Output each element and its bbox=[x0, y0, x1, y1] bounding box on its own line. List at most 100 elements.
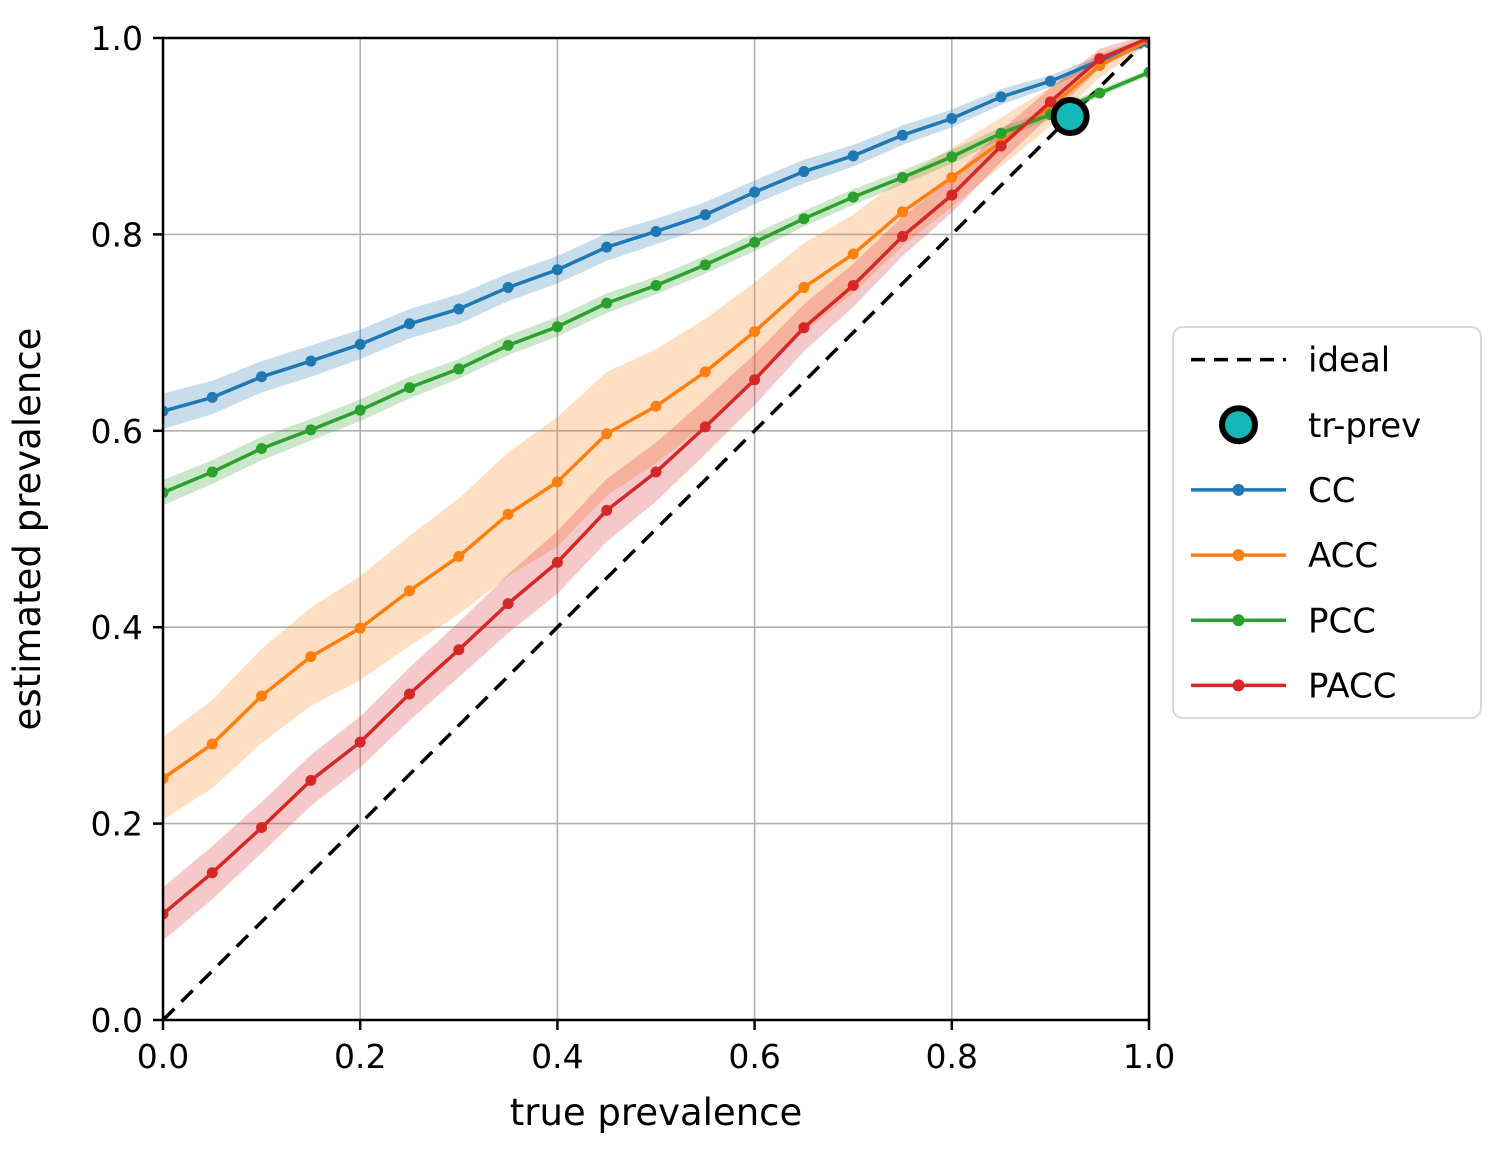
marker-acc bbox=[897, 206, 908, 218]
marker-pacc bbox=[1143, 38, 1149, 44]
marker-pacc bbox=[1044, 96, 1056, 108]
marker-acc bbox=[699, 366, 711, 378]
marker-pacc bbox=[163, 908, 169, 920]
marker-pcc bbox=[946, 151, 958, 163]
marker-pcc bbox=[163, 487, 169, 499]
legend-item-pacc: PACC bbox=[1191, 666, 1396, 706]
ideal-line bbox=[163, 38, 1149, 1020]
marker-pcc bbox=[206, 466, 218, 478]
series-cc bbox=[163, 38, 1149, 417]
marker-cc bbox=[256, 371, 268, 383]
legend-sample-dot bbox=[1232, 483, 1245, 496]
marker-cc bbox=[1044, 75, 1056, 87]
marker-pacc bbox=[946, 189, 958, 201]
marker-acc bbox=[354, 622, 366, 634]
legend-sample-dot bbox=[1232, 679, 1245, 692]
band-pacc bbox=[163, 38, 1149, 941]
x-tick-label: 0.8 bbox=[926, 1037, 978, 1076]
marker-pcc bbox=[453, 363, 465, 375]
marker-pcc bbox=[897, 171, 908, 183]
legend: ideal tr-prev CC ACC PCC PACC bbox=[1172, 326, 1482, 719]
y-tick-label: 0.8 bbox=[91, 215, 143, 254]
marker-pcc bbox=[1143, 66, 1149, 78]
legend-item-acc: ACC bbox=[1191, 536, 1378, 576]
y-tick-label: 0.0 bbox=[91, 1001, 143, 1040]
marker-cc bbox=[650, 225, 662, 237]
legend-item-cc: CC bbox=[1191, 471, 1355, 511]
marker-cc bbox=[354, 338, 366, 350]
marker-cc bbox=[305, 355, 317, 367]
axes-frame bbox=[161, 36, 1151, 1022]
legend-item-tr-prev: tr-prev bbox=[1219, 405, 1421, 446]
marker-acc bbox=[256, 690, 268, 702]
marker-pacc bbox=[206, 867, 218, 879]
tr-prev-marker bbox=[1050, 97, 1090, 137]
x-tick-label: 0.6 bbox=[728, 1037, 780, 1076]
legend-label: ideal bbox=[1308, 341, 1390, 381]
marker-pacc bbox=[995, 140, 1007, 152]
marker-cc bbox=[699, 209, 711, 221]
legend-sample-dot bbox=[1232, 614, 1245, 627]
marker-acc bbox=[551, 476, 563, 488]
legend-box bbox=[1172, 326, 1482, 719]
legend-item-pcc: PCC bbox=[1191, 601, 1376, 641]
marker-acc bbox=[206, 738, 218, 750]
marker-pacc bbox=[256, 822, 268, 834]
marker-pacc bbox=[897, 230, 908, 242]
y-axis-label: estimated prevalence bbox=[6, 328, 49, 731]
marker-pacc bbox=[453, 644, 465, 656]
marker-pcc bbox=[502, 339, 514, 351]
marker-cc bbox=[163, 405, 169, 417]
plot-area bbox=[163, 38, 1149, 1020]
x-tick-label: 1.0 bbox=[1123, 1037, 1175, 1076]
marker-acc bbox=[163, 772, 169, 784]
marker-pcc bbox=[601, 297, 613, 309]
marker-cc bbox=[453, 303, 465, 315]
marker-cc bbox=[206, 391, 218, 403]
marker-pacc bbox=[847, 279, 859, 291]
y-tick-label: 0.2 bbox=[91, 805, 143, 844]
marker-pcc bbox=[798, 213, 810, 225]
marker-acc bbox=[650, 400, 662, 412]
legend-item-ideal: ideal bbox=[1191, 341, 1390, 381]
legend-sample-dot bbox=[1232, 549, 1245, 562]
marker-cc bbox=[749, 186, 761, 198]
legend-label: CC bbox=[1308, 471, 1355, 511]
marker-pacc bbox=[1094, 53, 1106, 65]
marker-pcc bbox=[551, 321, 563, 333]
marker-cc bbox=[897, 129, 908, 141]
marker-pcc bbox=[404, 382, 415, 394]
legend-label: ACC bbox=[1308, 536, 1378, 576]
tick-marks bbox=[153, 36, 1151, 1030]
legend-label: tr-prev bbox=[1308, 406, 1421, 446]
marker-pacc bbox=[305, 774, 317, 786]
marker-pacc bbox=[798, 322, 810, 334]
marker-acc bbox=[798, 281, 810, 293]
marker-cc bbox=[502, 281, 514, 293]
y-tick-label: 0.4 bbox=[91, 608, 143, 647]
marker-cc bbox=[404, 318, 415, 330]
x-tick-label: 0.2 bbox=[334, 1037, 386, 1076]
marker-acc bbox=[946, 171, 958, 183]
marker-acc bbox=[453, 550, 465, 562]
marker-pcc bbox=[847, 191, 859, 203]
marker-pacc bbox=[749, 374, 761, 386]
marker-cc bbox=[551, 264, 563, 276]
marker-acc bbox=[601, 428, 613, 440]
x-axis-label: true prevalence bbox=[510, 1091, 803, 1134]
marker-pcc bbox=[650, 279, 662, 291]
marker-pacc bbox=[650, 466, 662, 478]
marker-pcc bbox=[354, 404, 366, 416]
marker-pcc bbox=[305, 424, 317, 436]
marker-cc bbox=[798, 166, 810, 178]
marker-pcc bbox=[1094, 87, 1106, 99]
marker-acc bbox=[847, 248, 859, 260]
legend-label: PACC bbox=[1308, 666, 1396, 706]
marker-acc bbox=[502, 508, 514, 520]
marker-pacc bbox=[354, 736, 366, 748]
marker-cc bbox=[995, 91, 1007, 103]
marker-acc bbox=[404, 585, 415, 597]
marker-cc bbox=[946, 113, 958, 125]
